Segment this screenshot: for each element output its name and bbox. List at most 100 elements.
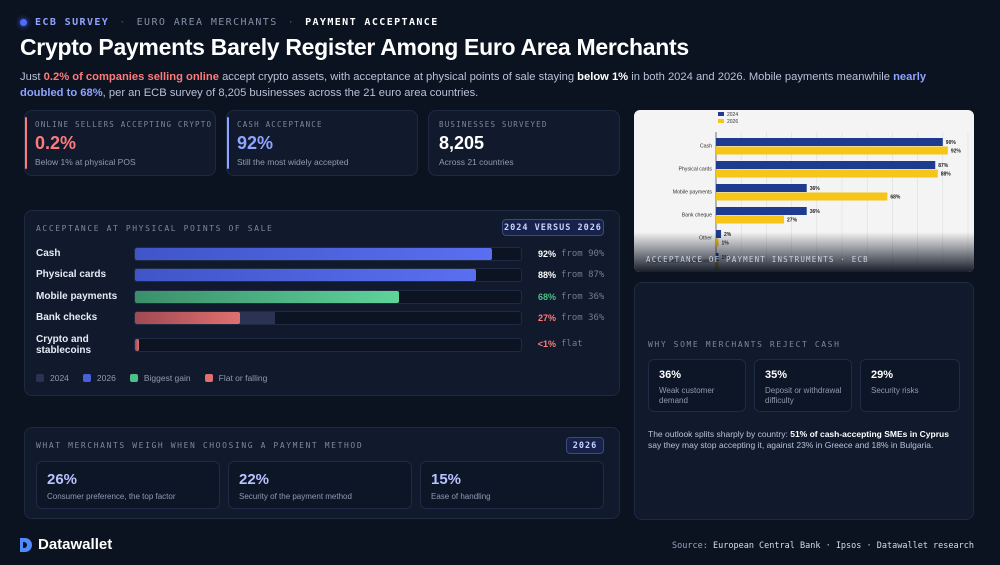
weigh-item: 22% Security of the payment method (228, 461, 412, 509)
stat-card-cash-acceptance: CASH ACCEPTANCE 92% Still the most widel… (226, 110, 418, 176)
stat-label: BUSINESSES SURVEYED (439, 120, 548, 129)
bar-from-label: from 36% (561, 292, 605, 302)
bar-label: Crypto and stablecoins (36, 334, 92, 356)
reject-note: Deposit or withdrawal difficulty (765, 386, 842, 405)
weigh-note: Ease of handling (431, 492, 491, 501)
breadcrumb-separator: · (119, 16, 127, 28)
reject-outlook-text: The outlook splits sharply by country: 5… (648, 429, 949, 450)
bar-value-label: 88% (537, 270, 556, 280)
bar-value-label: 68% (537, 292, 556, 302)
reject-note: Weak customer demand (659, 386, 715, 405)
weigh-title: WHAT MERCHANTS WEIGH WHEN CHOOSING A PAY… (36, 441, 364, 450)
stat-accent (25, 117, 27, 169)
breadcrumb-dot-icon (20, 18, 27, 26)
chart-bar (716, 192, 888, 201)
weigh-value: 15% (431, 471, 462, 488)
legend-item-2024: 2024 (36, 373, 69, 383)
bar-track (134, 247, 522, 261)
reject-item: 29% Security risks (860, 359, 960, 412)
chart-category-label: Bank cheque (682, 213, 712, 219)
weigh-value: 22% (239, 471, 270, 488)
bar-track (134, 290, 522, 304)
bar-value-label: <1% (537, 339, 556, 349)
acceptance-badge: 2024 VERSUS 2026 (502, 219, 604, 236)
brand-logo[interactable]: Datawallet (20, 536, 112, 553)
stat-accent (227, 117, 229, 169)
reject-value: 36% (659, 369, 682, 381)
bar-from-label: flat (561, 339, 583, 349)
stat-note: Still the most widely accepted (237, 157, 349, 167)
legend-swatch (36, 374, 44, 382)
chart-bar (716, 207, 807, 215)
stat-value: 8,205 (439, 133, 485, 153)
reject-value: 35% (765, 369, 788, 381)
chart-legend-label: 2024 (727, 112, 738, 118)
chart-bar (716, 169, 938, 178)
legend-item-gain: Biggest gain (129, 373, 191, 383)
chart-value-label: 90% (946, 140, 957, 146)
chart-bar (716, 184, 807, 192)
bar-2026 (135, 248, 492, 260)
weigh-value: 26% (47, 471, 78, 488)
stat-label: ONLINE SELLERS ACCEPTING CRYPTO (35, 120, 213, 129)
reject-value: 29% (871, 369, 894, 381)
bar-2026 (135, 339, 139, 351)
brand-name: Datawallet (38, 536, 113, 553)
chart-fade-overlay (634, 232, 974, 272)
bar-label: Physical cards (36, 269, 107, 280)
stat-card-businesses-surveyed: BUSINESSES SURVEYED 8,205 Across 21 coun… (428, 110, 620, 176)
chart-category-label: Physical cards (679, 167, 713, 173)
bar-track (134, 311, 522, 325)
chart-bar (716, 161, 936, 169)
bar-track (134, 268, 522, 282)
bar-from-label: from 90% (561, 249, 605, 259)
stat-value: 92% (237, 133, 274, 153)
chart-legend-swatch (718, 119, 724, 123)
weigh-note: Security of the payment method (239, 492, 352, 501)
legend-item-2026: 2026 (82, 373, 116, 383)
bar-2026 (135, 291, 399, 303)
bar-label: Mobile payments (36, 291, 118, 302)
chart-legend-swatch (718, 112, 724, 116)
chart-value-label: 36% (810, 186, 821, 192)
breadcrumb-item-active: PAYMENT ACCEPTANCE (305, 16, 439, 28)
weigh-item: 26% Consumer preference, the top factor (36, 461, 220, 509)
acceptance-title: ACCEPTANCE AT PHYSICAL POINTS OF SALE (36, 224, 274, 233)
reject-note: Security risks (871, 386, 919, 395)
chart-value-label: 88% (941, 172, 952, 178)
stat-value: 0.2% (35, 133, 77, 153)
breadcrumb-item-merchants[interactable]: EURO AREA MERCHANTS (136, 16, 278, 28)
acceptance-legend: 2024 2026 Biggest gain Flat or falling (36, 373, 281, 383)
chart-value-label: 36% (810, 209, 821, 215)
chart-value-label: 92% (951, 149, 962, 155)
reject-item: 36% Weak customer demand (648, 359, 746, 412)
stat-label: CASH ACCEPTANCE (237, 120, 323, 129)
bar-label: Cash (36, 248, 61, 259)
bar-2026 (135, 312, 240, 324)
weigh-badge: 2026 (566, 437, 604, 454)
legend-swatch (129, 374, 138, 382)
chart-bar (716, 138, 943, 146)
chart-bar (716, 146, 948, 155)
stat-note: Across 21 countries (439, 157, 514, 167)
chart-category-label: Cash (700, 144, 712, 150)
legend-swatch (82, 374, 91, 382)
source-line: Source: European Central Bank · Ipsos · … (672, 541, 974, 551)
breadcrumb: ECB SURVEY · EURO AREA MERCHANTS · PAYME… (20, 14, 439, 30)
breadcrumb-item-ecb-survey[interactable]: ECB SURVEY (35, 16, 110, 28)
bar-2026 (135, 269, 477, 281)
breadcrumb-separator: · (287, 16, 296, 28)
bar-value-label: 92% (537, 249, 556, 259)
weigh-note: Consumer preference, the top factor (47, 492, 176, 501)
page-subtitle: Just 0.2% of companies selling online ac… (20, 71, 927, 99)
bar-track (134, 338, 522, 352)
bar-value-label: 27% (537, 313, 556, 323)
chart-legend-label: 2026 (727, 119, 738, 125)
chart-value-label: 68% (890, 195, 901, 201)
chart-value-label: 27% (787, 218, 798, 224)
bar-from-label: from 36% (561, 313, 605, 323)
stat-note: Below 1% at physical POS (35, 157, 136, 167)
chart-caption: ACCEPTANCE OF PAYMENT INSTRUMENTS · ECB (646, 255, 869, 264)
bar-from-label: from 87% (561, 270, 605, 280)
bar-label: Bank checks (36, 312, 98, 323)
